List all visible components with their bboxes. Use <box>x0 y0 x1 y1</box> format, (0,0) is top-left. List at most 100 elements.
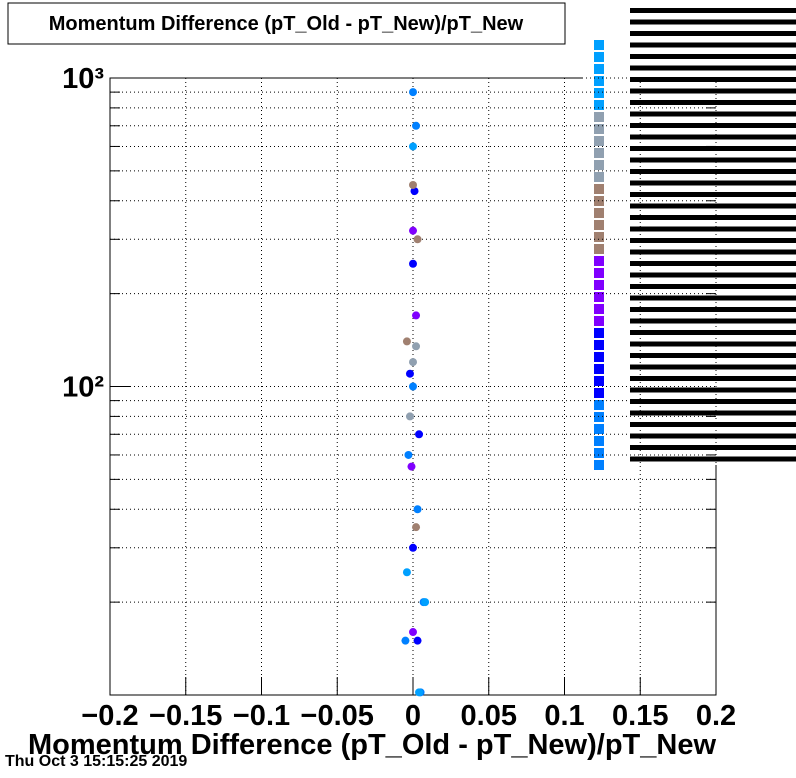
x-tick-label: 0.1 <box>544 700 584 732</box>
point <box>409 628 417 637</box>
legend-text-blob <box>630 422 796 427</box>
legend-text-blob <box>630 318 796 324</box>
legend-marker <box>594 148 604 158</box>
legend-text-blob <box>630 8 796 13</box>
legend-marker <box>594 40 604 50</box>
legend-text-blob <box>630 330 796 335</box>
chart-title: Momentum Difference (pT_Old - pT_New)/pT… <box>49 13 524 35</box>
legend-marker <box>594 304 604 314</box>
legend-text-blob <box>630 42 796 48</box>
legend <box>582 0 796 470</box>
legend-marker <box>594 316 604 326</box>
legend-text-blob <box>630 180 796 186</box>
x-tick-label: −0.05 <box>301 700 374 732</box>
point <box>409 88 417 97</box>
point <box>412 523 421 532</box>
legend-text-blob <box>630 238 796 243</box>
x-tick-label: −0.15 <box>149 700 222 732</box>
point <box>413 636 422 645</box>
point <box>412 311 421 320</box>
legend-marker <box>594 280 604 290</box>
legend-text-blob <box>630 31 796 36</box>
point <box>412 342 421 351</box>
y-tick-label: 10³ <box>62 63 104 95</box>
legend-marker <box>594 220 604 230</box>
legend-marker <box>594 388 604 398</box>
legend-text-blob <box>630 387 796 393</box>
legend-text-blob <box>630 192 796 197</box>
legend-marker <box>594 88 604 98</box>
x-tick-label: 0.2 <box>696 700 736 732</box>
legend-text-blob <box>630 65 796 71</box>
legend-text-blob <box>630 203 796 209</box>
legend-text-blob <box>630 353 796 358</box>
legend-text-blob <box>630 284 796 289</box>
legend-text-blob <box>630 433 796 439</box>
point <box>404 450 413 459</box>
footer: Thu Oct 3 15:15:25 2019 <box>5 753 187 770</box>
legend-marker <box>594 64 604 74</box>
legend-text-blob <box>630 295 796 301</box>
legend-marker <box>594 76 604 86</box>
legend-text-blob <box>630 88 796 94</box>
legend-marker <box>594 100 604 110</box>
legend-text-blob <box>630 111 796 117</box>
point <box>405 369 414 378</box>
point <box>413 505 422 514</box>
legend-text-blob <box>630 456 796 462</box>
point <box>409 358 417 367</box>
legend-marker <box>594 160 604 170</box>
point <box>412 121 421 130</box>
legend-marker <box>594 112 604 122</box>
point <box>409 226 417 235</box>
point <box>410 187 419 196</box>
legend-text-blob <box>630 341 796 347</box>
point <box>409 259 417 268</box>
legend-marker <box>594 448 604 458</box>
legend-marker <box>594 244 604 254</box>
legend-marker <box>594 328 604 338</box>
legend-marker <box>594 124 604 134</box>
legend-text-blob <box>630 261 796 266</box>
legend-text-blob <box>630 215 796 220</box>
legend-marker <box>594 136 604 146</box>
point <box>401 636 410 645</box>
legend-marker <box>594 460 604 470</box>
legend-marker <box>594 268 604 278</box>
legend-text-blob <box>630 146 796 151</box>
x-tick-label: −0.2 <box>81 700 138 732</box>
legend-marker <box>594 256 604 266</box>
legend-marker <box>594 376 604 386</box>
legend-marker <box>594 400 604 410</box>
legend-text-blob <box>630 249 796 255</box>
legend-text-blob <box>630 77 796 82</box>
legend-marker <box>594 424 604 434</box>
point <box>409 142 417 151</box>
point <box>402 337 411 346</box>
point <box>405 412 414 421</box>
point <box>407 462 416 471</box>
legend-text-blob <box>630 169 796 174</box>
legend-marker <box>594 364 604 374</box>
legend-text-blob <box>630 19 796 25</box>
legend-marker <box>594 340 604 350</box>
legend-marker <box>594 208 604 218</box>
legend-text-blob <box>630 100 796 105</box>
legend-marker <box>594 232 604 242</box>
legend-text-blob <box>630 376 796 381</box>
point <box>402 568 411 577</box>
legend-text-blob <box>630 54 796 59</box>
legend-text-blob <box>630 410 796 416</box>
point <box>409 180 417 189</box>
legend-marker <box>594 352 604 362</box>
legend-marker <box>594 172 604 182</box>
title-box <box>7 2 566 45</box>
legend-marker <box>594 412 604 422</box>
point <box>421 598 430 607</box>
legend-text-blob <box>630 445 796 450</box>
legend-text-blob <box>630 307 796 312</box>
legend-marker <box>594 184 604 194</box>
legend-text-blob <box>630 134 796 140</box>
x-tick-label: 0.05 <box>461 700 517 732</box>
